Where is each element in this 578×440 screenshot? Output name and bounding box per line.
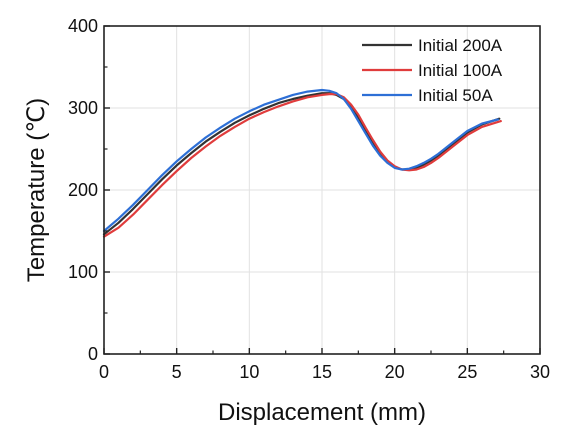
legend-label: Initial 50A bbox=[418, 86, 493, 105]
y-tick-label: 300 bbox=[68, 98, 98, 118]
series-line bbox=[102, 92, 501, 236]
x-tick-labels: 0 5 10 15 20 25 30 bbox=[99, 362, 550, 382]
y-tick-label: 0 bbox=[88, 344, 98, 364]
y-tick-label: 100 bbox=[68, 262, 98, 282]
axis-ticks bbox=[103, 25, 541, 355]
series-line bbox=[102, 93, 502, 238]
legend: Initial 200A Initial 100A Initial 50A bbox=[362, 36, 503, 105]
series-lines bbox=[102, 88, 502, 238]
y-tick-label: 200 bbox=[68, 180, 98, 200]
legend-label: Initial 100A bbox=[418, 61, 503, 80]
x-axis-title: Displacement (mm) bbox=[218, 399, 426, 426]
x-tick-label: 5 bbox=[172, 362, 182, 382]
x-tick-label: 25 bbox=[457, 362, 477, 382]
y-axis-title: Temperature (℃) bbox=[23, 98, 50, 282]
x-tick-label: 30 bbox=[530, 362, 550, 382]
x-tick-label: 20 bbox=[385, 362, 405, 382]
series-line bbox=[102, 88, 499, 233]
y-tick-labels: 0 100 200 300 400 bbox=[68, 16, 98, 364]
x-tick-label: 0 bbox=[99, 362, 109, 382]
legend-label: Initial 200A bbox=[418, 36, 503, 55]
x-tick-label: 15 bbox=[312, 362, 332, 382]
x-tick-label: 10 bbox=[239, 362, 259, 382]
y-tick-label: 400 bbox=[68, 16, 98, 36]
grid-lines bbox=[104, 26, 540, 354]
